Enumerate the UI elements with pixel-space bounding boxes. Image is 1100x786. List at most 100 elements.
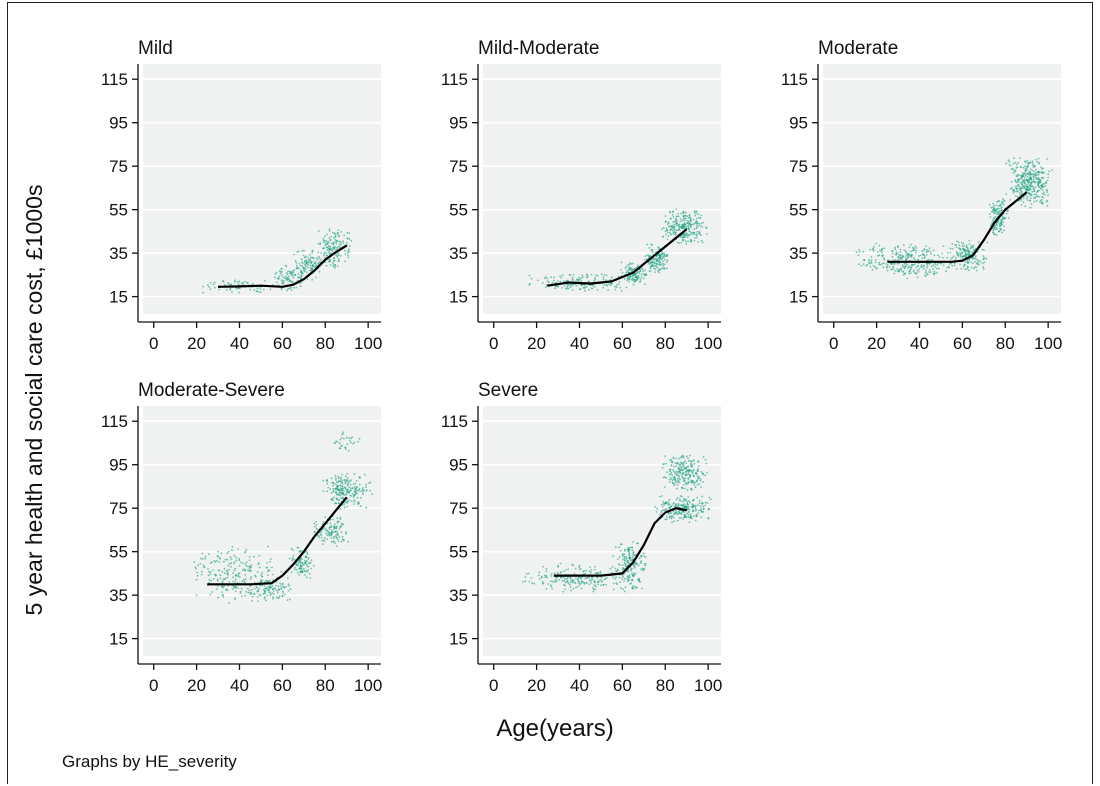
scatter-point bbox=[263, 588, 266, 590]
scatter-point bbox=[911, 264, 914, 266]
scatter-point bbox=[203, 566, 206, 569]
scatter-point bbox=[208, 578, 211, 581]
scatter-point bbox=[638, 276, 640, 279]
scatter-point bbox=[998, 230, 1001, 233]
scatter-point bbox=[312, 564, 315, 567]
scatter-point bbox=[1014, 179, 1017, 182]
scatter-point bbox=[693, 212, 696, 214]
scatter-point bbox=[858, 248, 861, 251]
panel-title: Severe bbox=[478, 380, 538, 401]
scatter-point bbox=[344, 260, 347, 263]
scatter-point bbox=[292, 271, 295, 274]
scatter-point bbox=[989, 213, 991, 215]
scatter-point bbox=[689, 222, 692, 224]
scatter-point bbox=[695, 504, 697, 507]
scatter-point bbox=[700, 511, 703, 513]
scatter-point bbox=[675, 498, 678, 501]
scatter-point bbox=[983, 257, 986, 259]
scatter-point bbox=[896, 268, 899, 270]
scatter-point bbox=[345, 531, 347, 533]
scatter-point bbox=[227, 550, 230, 553]
scatter-point bbox=[234, 279, 236, 282]
scatter-point bbox=[685, 462, 688, 464]
scatter-point bbox=[683, 211, 685, 214]
scatter-point bbox=[329, 238, 332, 241]
scatter-point bbox=[699, 217, 702, 220]
scatter-point bbox=[670, 515, 673, 518]
scatter-point bbox=[684, 211, 687, 214]
scatter-point bbox=[337, 245, 340, 248]
scatter-point bbox=[226, 572, 229, 575]
scatter-point bbox=[595, 572, 597, 575]
scatter-point bbox=[899, 248, 902, 251]
scatter-point bbox=[597, 571, 600, 574]
scatter-point bbox=[664, 508, 667, 511]
scatter-point bbox=[631, 268, 634, 270]
scatter-point bbox=[630, 267, 633, 270]
scatter-point bbox=[233, 562, 235, 565]
scatter-point bbox=[559, 572, 562, 574]
scatter-point bbox=[695, 515, 698, 518]
scatter-point bbox=[932, 249, 935, 252]
scatter-point bbox=[1031, 160, 1034, 163]
scatter-point bbox=[997, 200, 1000, 203]
scatter-point bbox=[896, 270, 899, 273]
scatter-point bbox=[557, 280, 559, 282]
scatter-point bbox=[917, 258, 920, 261]
scatter-point bbox=[569, 286, 572, 288]
y-tick-label: 15 bbox=[109, 630, 128, 649]
scatter-point bbox=[328, 228, 331, 231]
scatter-point bbox=[673, 512, 676, 515]
scatter-point bbox=[681, 506, 684, 509]
scatter-point bbox=[333, 482, 335, 485]
scatter-point bbox=[874, 261, 877, 264]
scatter-point bbox=[256, 571, 259, 573]
scatter-point bbox=[924, 256, 926, 259]
scatter-point bbox=[571, 276, 574, 279]
scatter-point bbox=[659, 247, 661, 250]
scatter-point bbox=[895, 253, 897, 256]
scatter-point bbox=[681, 469, 684, 472]
scatter-point bbox=[331, 518, 334, 521]
scatter-point bbox=[878, 263, 881, 266]
scatter-point bbox=[286, 276, 289, 279]
scatter-point bbox=[573, 573, 576, 575]
scatter-point bbox=[617, 283, 620, 286]
scatter-point bbox=[1023, 172, 1026, 175]
scatter-point bbox=[906, 254, 909, 257]
scatter-point bbox=[916, 276, 919, 279]
scatter-point bbox=[297, 276, 300, 279]
scatter-point bbox=[675, 215, 678, 218]
scatter-point bbox=[253, 289, 256, 291]
scatter-point bbox=[615, 284, 618, 286]
scatter-point bbox=[223, 585, 225, 587]
scatter-point bbox=[894, 269, 896, 272]
scatter-point bbox=[677, 467, 680, 470]
scatter-point bbox=[697, 467, 699, 470]
scatter-point bbox=[681, 500, 683, 503]
scatter-point bbox=[223, 560, 225, 563]
scatter-point bbox=[701, 501, 703, 504]
scatter-point bbox=[346, 254, 349, 257]
scatter-point bbox=[1029, 175, 1032, 178]
scatter-point bbox=[686, 222, 689, 225]
scatter-point bbox=[937, 254, 939, 256]
scatter-point bbox=[636, 562, 638, 565]
x-tick-label: 20 bbox=[867, 334, 886, 353]
scatter-point bbox=[288, 584, 291, 587]
scatter-point bbox=[1040, 202, 1043, 205]
scatter-point bbox=[338, 234, 340, 237]
scatter-point bbox=[962, 247, 964, 250]
scatter-point bbox=[541, 282, 544, 284]
scatter-point bbox=[908, 272, 910, 275]
scatter-point bbox=[344, 446, 347, 448]
scatter-point bbox=[358, 437, 361, 440]
scatter-point bbox=[574, 567, 577, 570]
scatter-point bbox=[269, 558, 272, 560]
scatter-point bbox=[683, 223, 686, 226]
scatter-point bbox=[302, 267, 305, 270]
scatter-point bbox=[280, 287, 283, 290]
scatter-point bbox=[911, 249, 914, 252]
scatter-point bbox=[695, 220, 698, 223]
scatter-point bbox=[296, 571, 299, 574]
